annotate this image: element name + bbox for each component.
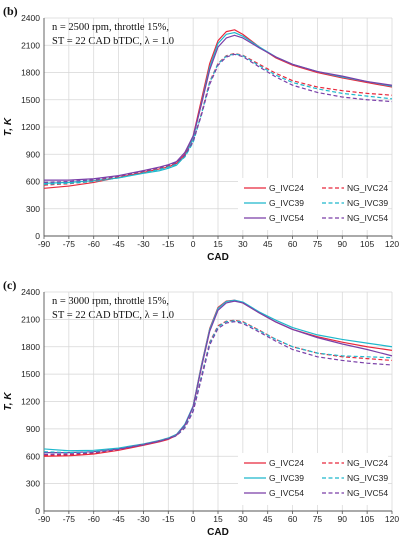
- x-tick-label: 30: [238, 514, 248, 524]
- y-tick-label: 1500: [21, 95, 40, 105]
- x-tick-label: -90: [38, 239, 51, 249]
- y-tick-label: 1800: [21, 342, 40, 352]
- legend-entry: NG_IVC39: [347, 473, 388, 483]
- x-tick-label: -90: [38, 514, 51, 524]
- y-tick-label: 600: [26, 451, 40, 461]
- y-tick-label: 900: [26, 149, 40, 159]
- x-tick-label: 15: [213, 239, 223, 249]
- x-tick-label: 0: [191, 239, 196, 249]
- legend-entry: G_IVC54: [269, 488, 304, 498]
- x-tick-label: 120: [385, 514, 399, 524]
- y-tick-label: 2100: [21, 40, 40, 50]
- legend-entry: NG_IVC24: [347, 458, 388, 468]
- legend-entry: G_IVC39: [269, 473, 304, 483]
- legend-entry: NG_IVC24: [347, 183, 388, 193]
- y-tick-label: 2100: [21, 314, 40, 324]
- x-tick-label: -45: [112, 514, 125, 524]
- y-tick-label: 2400: [21, 287, 40, 297]
- x-tick-label: -75: [63, 239, 76, 249]
- legend-entry: NG_IVC54: [347, 488, 388, 498]
- x-tick-label: -15: [162, 514, 175, 524]
- panel-label: (b): [3, 4, 18, 18]
- x-tick-label: 120: [385, 239, 399, 249]
- series-line-g-ivc39: [43, 299, 393, 452]
- x-tick-label: 30: [238, 239, 248, 249]
- y-tick-label: 1200: [21, 397, 40, 407]
- x-tick-label: -75: [63, 514, 76, 524]
- x-tick-label: -45: [112, 239, 125, 249]
- x-tick-label: -30: [137, 239, 150, 249]
- series-line-ng-ivc54: [43, 53, 393, 184]
- y-tick-label: 300: [26, 204, 40, 214]
- panel-label: (c): [3, 278, 16, 292]
- y-tick-label: 1500: [21, 369, 40, 379]
- x-tick-label: 45: [263, 239, 273, 249]
- x-tick-label: 90: [338, 514, 348, 524]
- legend-entry: G_IVC39: [269, 198, 304, 208]
- y-axis-label: T, K: [3, 117, 14, 136]
- legend-entry: G_IVC54: [269, 213, 304, 223]
- x-axis-label: CAD: [207, 252, 229, 263]
- x-tick-label: 75: [313, 514, 323, 524]
- info-line: n = 2500 rpm, throttle 15%,: [52, 22, 169, 33]
- x-tick-label: -15: [162, 239, 175, 249]
- x-tick-label: 60: [288, 514, 298, 524]
- x-axis-label: CAD: [207, 527, 229, 538]
- info-line: n = 3000 rpm, throttle 15%,: [52, 296, 169, 307]
- x-tick-label: 105: [360, 239, 374, 249]
- legend-entry: NG_IVC39: [347, 198, 388, 208]
- x-tick-label: -30: [137, 514, 150, 524]
- x-tick-label: 105: [360, 514, 374, 524]
- x-tick-label: 90: [338, 239, 348, 249]
- x-tick-label: -60: [88, 239, 101, 249]
- x-tick-label: -60: [88, 514, 101, 524]
- chart-panel-b: -90 -75 -60 -45 -30 -15 0 15 30 45 60 75 90 105 120030…: [3, 4, 399, 263]
- y-tick-label: 1800: [21, 68, 40, 78]
- series-line-ng-ivc39: [43, 53, 393, 185]
- series-line-ng-ivc24: [43, 52, 393, 186]
- y-tick-label: 0: [35, 506, 40, 516]
- series-line-ng-ivc54: [43, 321, 393, 456]
- x-tick-label: 15: [213, 514, 223, 524]
- info-line: ST = 22 CAD bTDC, λ = 1.0: [52, 310, 174, 321]
- y-tick-label: 600: [26, 177, 40, 187]
- y-axis-label: T, K: [3, 392, 14, 411]
- info-line: ST = 22 CAD bTDC, λ = 1.0: [52, 36, 174, 47]
- legend-entry: G_IVC24: [269, 458, 304, 468]
- legend-box: [238, 178, 388, 230]
- y-tick-label: 300: [26, 479, 40, 489]
- legend-entry: NG_IVC54: [347, 213, 388, 223]
- y-tick-label: 2400: [21, 13, 40, 23]
- x-tick-label: 45: [263, 514, 273, 524]
- chart-panel-c: -90 -75 -60 -45 -30 -15 0 15 30 45 60 75 90 105 120030…: [3, 278, 399, 538]
- x-tick-label: 60: [288, 239, 298, 249]
- x-tick-label: 0: [191, 514, 196, 524]
- legend-entry: G_IVC24: [269, 183, 304, 193]
- y-tick-label: 900: [26, 424, 40, 434]
- x-tick-label: 75: [313, 239, 323, 249]
- y-tick-label: 1200: [21, 122, 40, 132]
- y-tick-label: 0: [35, 231, 40, 241]
- legend-box: [238, 453, 388, 505]
